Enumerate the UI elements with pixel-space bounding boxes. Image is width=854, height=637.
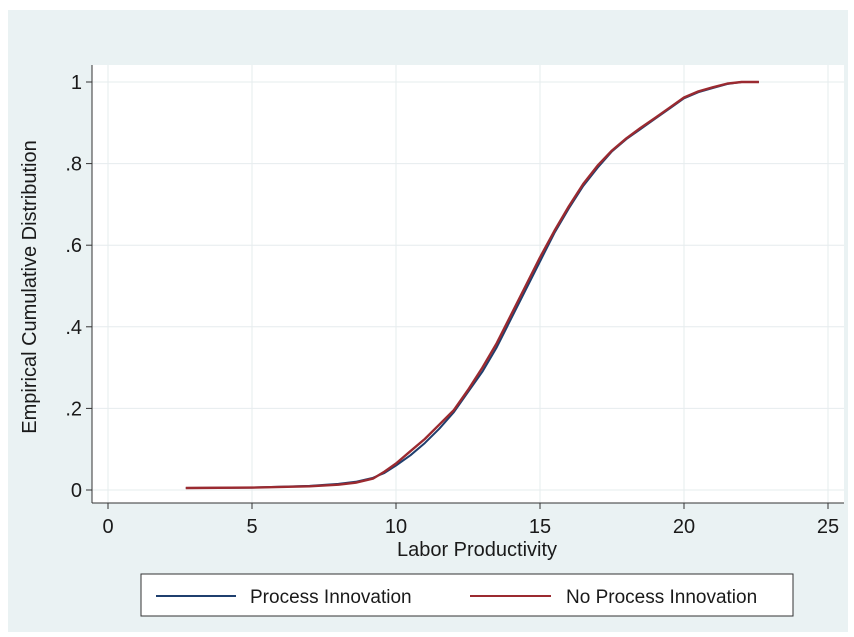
- grid-lines: [92, 65, 844, 503]
- x-tick-label: 20: [673, 516, 695, 538]
- y-tick-label: 1: [71, 72, 82, 94]
- y-axis-title: Empirical Cumulative Distribution: [19, 140, 41, 433]
- series-layer: [185, 80, 759, 490]
- x-tick-label: 5: [246, 516, 257, 538]
- legend-label-no-process-innovation: No Process Innovation: [566, 587, 757, 608]
- y-tick-label: 0: [71, 480, 82, 502]
- y-tick-label: .4: [65, 317, 82, 339]
- x-axis-title: Labor Productivity: [397, 539, 557, 561]
- x-tick-label: 0: [102, 516, 113, 538]
- y-tick-label: .8: [65, 154, 82, 176]
- plot-area: [92, 65, 844, 503]
- y-tick-label: .2: [65, 398, 82, 420]
- x-tick-label: 10: [385, 516, 407, 538]
- x-tick-label: 15: [529, 516, 551, 538]
- legend-label-process-innovation: Process Innovation: [250, 587, 412, 608]
- legend: Process Innovation No Process Innovation: [140, 573, 794, 617]
- x-tick-label: 25: [817, 516, 839, 538]
- legend-box: [140, 573, 794, 617]
- axes: 0.2.4.6.810 5 10 15 20 25: [65, 65, 844, 538]
- series-line-no-process-innovation: [185, 80, 759, 490]
- y-tick-label: .6: [65, 235, 82, 257]
